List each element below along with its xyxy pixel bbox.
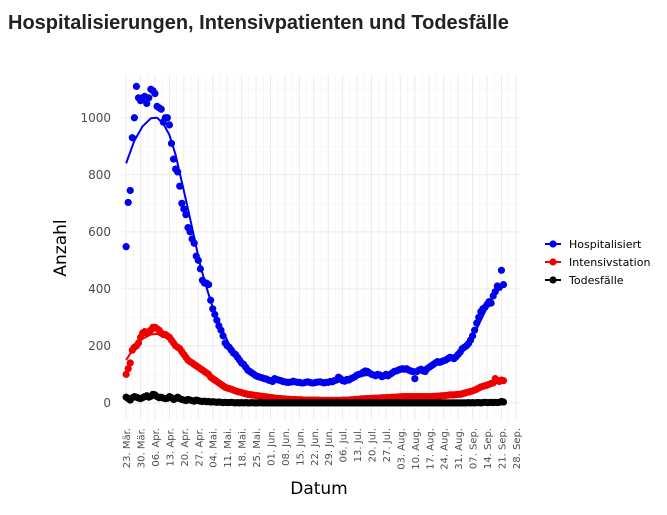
data-point [178,199,186,207]
x-tick-label: 13. Jul. [353,428,364,462]
data-point [411,375,419,383]
x-tick-label: 08. Jun. [281,428,292,466]
x-axis-title: Datum [290,479,348,499]
x-tick-label: 24. Aug. [440,428,451,470]
x-tick-label: 27. Jul. [382,428,393,462]
x-tick-label: 10. Aug. [411,428,422,470]
legend-key-marker [549,240,557,248]
series-Hospitalisiert [122,82,508,387]
x-tick-label: 28. Sep. [512,428,523,469]
x-tick-label: 17. Aug. [425,428,436,470]
y-tick-label: 1000 [80,111,111,125]
x-tick-label: 06. Apr. [151,428,162,467]
x-tick-label: 06. Jul. [339,428,350,462]
x-tick-label: 31. Aug. [454,428,465,470]
grid [122,75,520,420]
x-tick-label: 04. Mai. [209,428,220,468]
data-point [143,99,151,108]
data-point [126,186,134,195]
x-tick-label: 14. Sep. [483,428,494,469]
data-point [497,266,506,274]
x-tick-label: 18. Mai. [238,428,249,468]
data-point [132,82,141,91]
y-tick-label: 0 [103,396,111,410]
y-axis-title: Anzahl [51,219,71,276]
legend: Hospitalisiert Intensivstation Todesfälle [545,238,650,287]
y-tick-label: 800 [88,168,111,182]
data-point [124,198,132,207]
trend-line [126,396,504,404]
legend-key-marker [549,276,557,284]
chart-title: Hospitalisierungen, Intensivpatienten un… [8,12,509,34]
x-tick-label: 20. Apr. [180,428,191,467]
x-tick-label: 23. Mär. [122,428,133,468]
axis-ticks: 0 200 400 600 800 1000 23. Mär. 30. Mär. 06. Apr… [80,111,522,470]
data-point [130,114,138,122]
x-tick-label: 13. Apr. [165,428,176,467]
y-tick-label: 600 [88,225,111,239]
x-tick-label: 27. Apr. [194,428,205,467]
series-Intensivstation [122,323,508,404]
y-tick-label: 200 [88,339,111,353]
data-point [122,243,130,251]
data-point [157,105,165,113]
x-tick-label: 21. Sep. [497,428,508,469]
data-point [180,205,188,213]
trend-line [125,116,505,384]
legend-key-marker [549,258,557,266]
x-tick-label: 22. Jun. [310,428,321,466]
data-point [499,398,508,406]
x-tick-label: 29. Jun. [324,428,335,466]
trend-line [125,332,504,402]
legend-label: Todesfälle [568,274,624,287]
data-point [163,114,171,122]
x-tick-label: 20. Jul. [368,428,379,462]
x-tick-label: 25. Mai. [252,428,263,468]
data-point [151,89,159,98]
data-point [124,365,132,373]
x-tick-label: 01. Jun. [266,428,277,466]
x-tick-label: 03. Aug. [396,428,407,470]
x-tick-label: 11. Mai. [223,428,234,468]
data-point [165,121,174,129]
legend-label: Intensivstation [569,256,650,269]
series-layer [122,82,508,407]
series-Todesfälle [122,390,508,407]
data-point [126,359,134,367]
legend-label: Hospitalisiert [569,238,642,251]
data-point [122,370,130,378]
x-tick-label: 07. Sep. [469,428,480,469]
x-tick-label: 15. Jun. [295,428,306,466]
data-point [182,211,190,219]
x-tick-label: 30. Mär. [137,428,148,468]
data-point [145,94,153,102]
y-tick-label: 400 [88,282,111,296]
